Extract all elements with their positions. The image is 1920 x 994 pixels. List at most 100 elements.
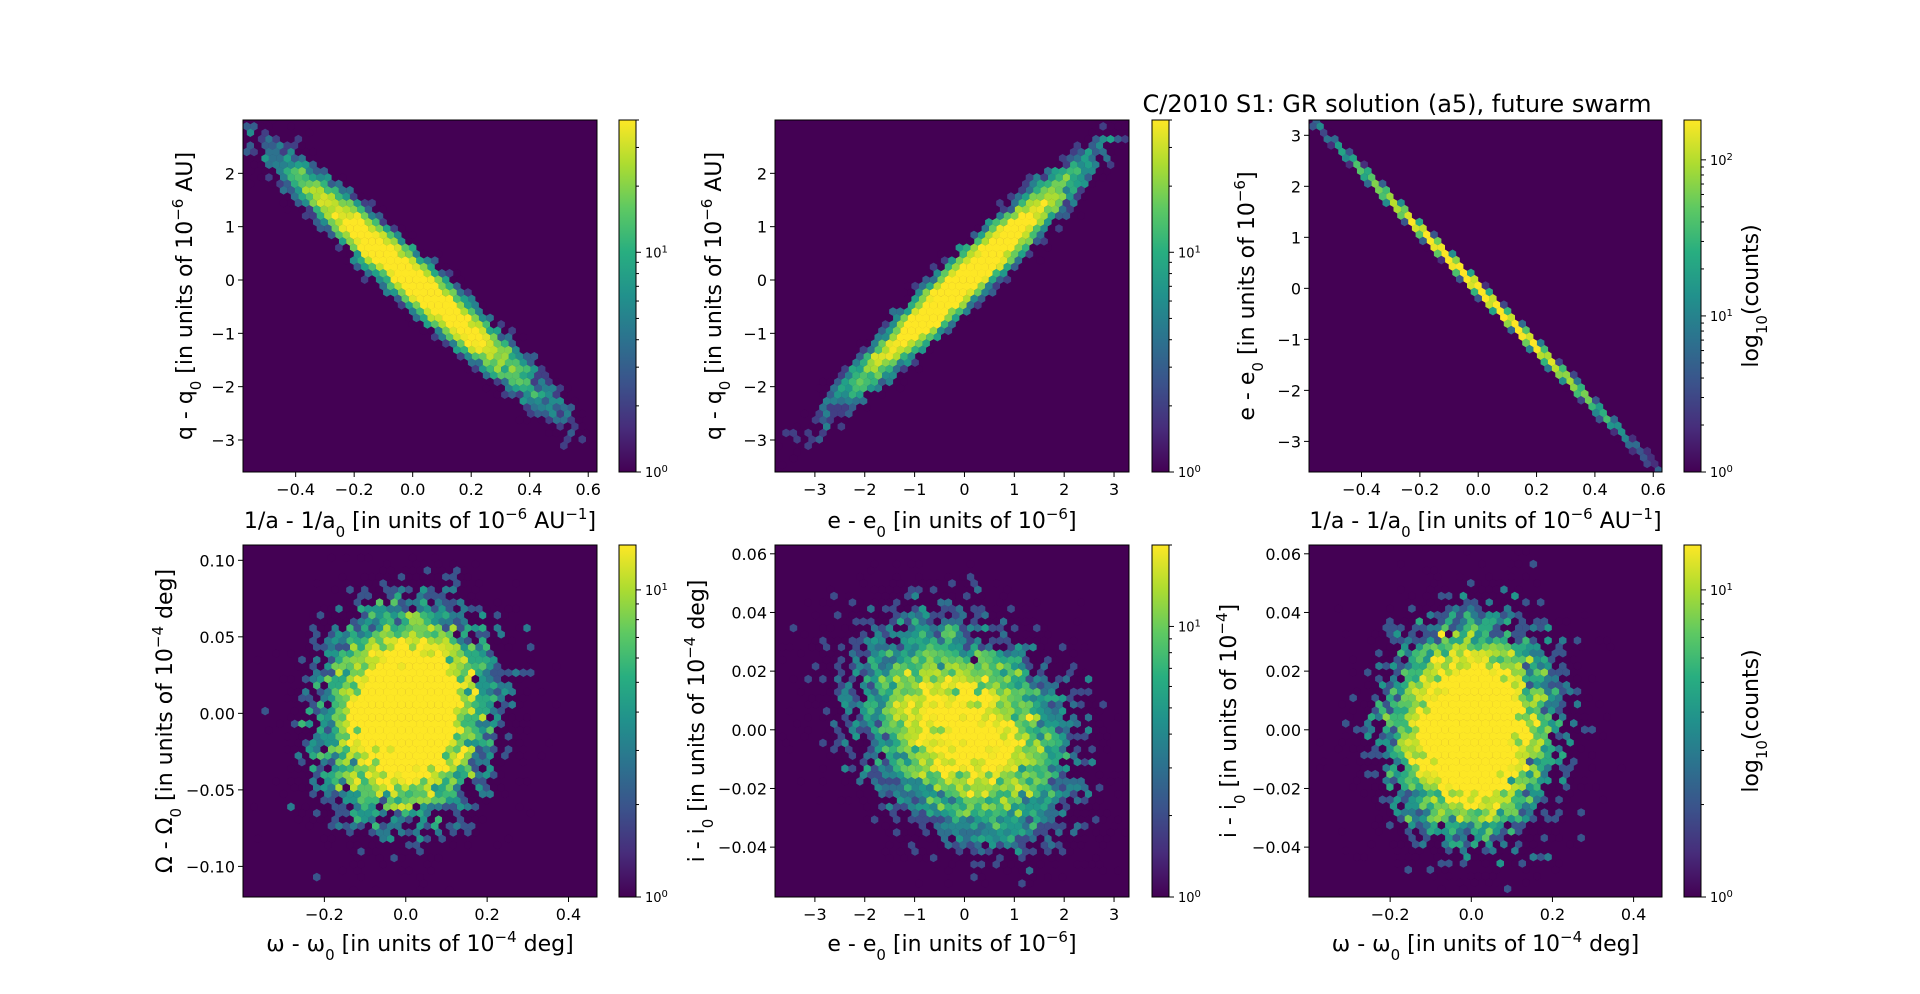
hexbin-cell [324, 840, 332, 850]
hexbin-cell [1397, 211, 1405, 220]
hexbin-cell [1507, 738, 1515, 747]
hexbin-cell [1400, 795, 1409, 805]
hexbin-cell [1481, 808, 1490, 817]
hexbin-cell [335, 668, 343, 678]
hexbin-cell [434, 585, 443, 595]
hexbin-cell [1073, 757, 1082, 767]
hexbin-cell [305, 719, 314, 729]
hexbin-cell [981, 828, 989, 837]
hexbin-cell [1467, 795, 1475, 805]
hexbin-cell [837, 396, 846, 406]
hexbin-cell [1540, 629, 1549, 639]
y-tick-label: 2 [757, 164, 767, 183]
hexbin-cell [1316, 763, 1324, 773]
hexbin-cell [449, 288, 457, 297]
hexbin-cell [856, 764, 864, 773]
hexbin-cell [1467, 642, 1475, 652]
hexbin-cell [918, 719, 927, 729]
hexbin-cell [918, 757, 927, 767]
hexbin-cell [974, 802, 982, 812]
hexbin-cell [408, 770, 417, 780]
hexbin-cell [290, 745, 299, 754]
hexbin-cell [907, 764, 916, 773]
hexbin-cell [313, 706, 321, 716]
hexbin-cell [497, 668, 505, 678]
hexbin-cell [1408, 706, 1416, 715]
hexbin-cell [852, 681, 860, 690]
hexbin-cell [1551, 776, 1560, 785]
colorbar-gradient [618, 544, 637, 898]
hexbin-cell [431, 294, 439, 304]
hexbin-cell [966, 636, 975, 646]
hexbin-cell [427, 572, 435, 582]
hexbin-cell [1540, 344, 1549, 354]
hexbin-cell [885, 764, 894, 773]
hexbin-cell [1422, 604, 1431, 613]
hexbin-cell [1014, 847, 1023, 856]
hexbin-cell [501, 789, 509, 799]
hexbin-cell [1378, 731, 1387, 741]
hexbin-cell [475, 371, 483, 380]
hexbin-cell [1062, 687, 1071, 697]
hexbin-cell [900, 662, 908, 671]
hexbin-cell [1437, 884, 1446, 894]
hexbin-cell [918, 579, 927, 588]
hexbin-cell [386, 256, 395, 265]
hexbin-cell [1489, 820, 1497, 830]
hexbin-cell [1349, 166, 1357, 176]
hexbin-cell [1430, 795, 1438, 805]
hexbin-cell [1525, 344, 1534, 354]
hexbin-cell [279, 789, 288, 799]
hexbin-cell [1360, 738, 1368, 747]
hexbin-cell [331, 211, 339, 221]
hexbin-cell [926, 770, 934, 780]
hexbin-cell [904, 681, 912, 690]
hexbin-cell [467, 345, 476, 355]
hexbin-cell [1507, 840, 1515, 849]
hexbin-cell [412, 751, 421, 761]
hexbin-cell [313, 732, 321, 741]
hexbin-cell [405, 288, 413, 297]
hexbin-cell [981, 713, 989, 722]
hexbin-cell [397, 300, 406, 310]
hexbin-cell [405, 866, 413, 876]
hexbin-cell [512, 345, 520, 355]
hexbin-cell [390, 224, 398, 233]
hexbin-cell [416, 617, 424, 626]
hexbin-cell [386, 732, 395, 741]
hexbin-cell [1058, 192, 1067, 201]
hexbin-cell [327, 179, 336, 189]
hexbin-cell [353, 585, 362, 595]
hexbin-cell [1411, 789, 1420, 798]
hexbin-cell [1411, 623, 1420, 633]
hexbin-cell [1511, 629, 1519, 639]
hexbin-cell [1485, 674, 1493, 684]
hexbin-cell [1397, 699, 1405, 709]
hexbin-cell [1588, 402, 1596, 411]
hexbin-cell [959, 636, 967, 646]
hexbin-cell [985, 847, 993, 856]
hexbin-cell [504, 693, 513, 703]
hexbin-cell [1467, 655, 1475, 664]
hexbin-cell [1069, 185, 1078, 195]
hexbin-cell [859, 796, 868, 805]
hexbin-cell [1478, 648, 1486, 658]
hexbin-cell [981, 687, 989, 697]
hexbin-cell [442, 262, 450, 272]
hexbin-cell [335, 604, 343, 614]
hexbin-cell [948, 307, 956, 316]
hexbin-cell [1456, 801, 1464, 811]
hexbin-cell [929, 313, 938, 323]
hexbin-cell [1095, 796, 1104, 805]
hexbin-cell [541, 383, 550, 393]
hexbin-cell [1400, 693, 1409, 703]
hexbin-cell [368, 211, 376, 221]
hexbin-cell [342, 719, 350, 729]
hexbin-cell [1029, 706, 1037, 716]
hexbin-cell [786, 745, 794, 754]
hexbin-cell [338, 173, 347, 182]
hexbin-cell [1437, 757, 1446, 766]
hexbin-cell [375, 815, 384, 824]
hexbin-cell [390, 662, 398, 671]
figure-title: C/2010 S1: GR solution (a5), future swar… [1143, 90, 1652, 118]
